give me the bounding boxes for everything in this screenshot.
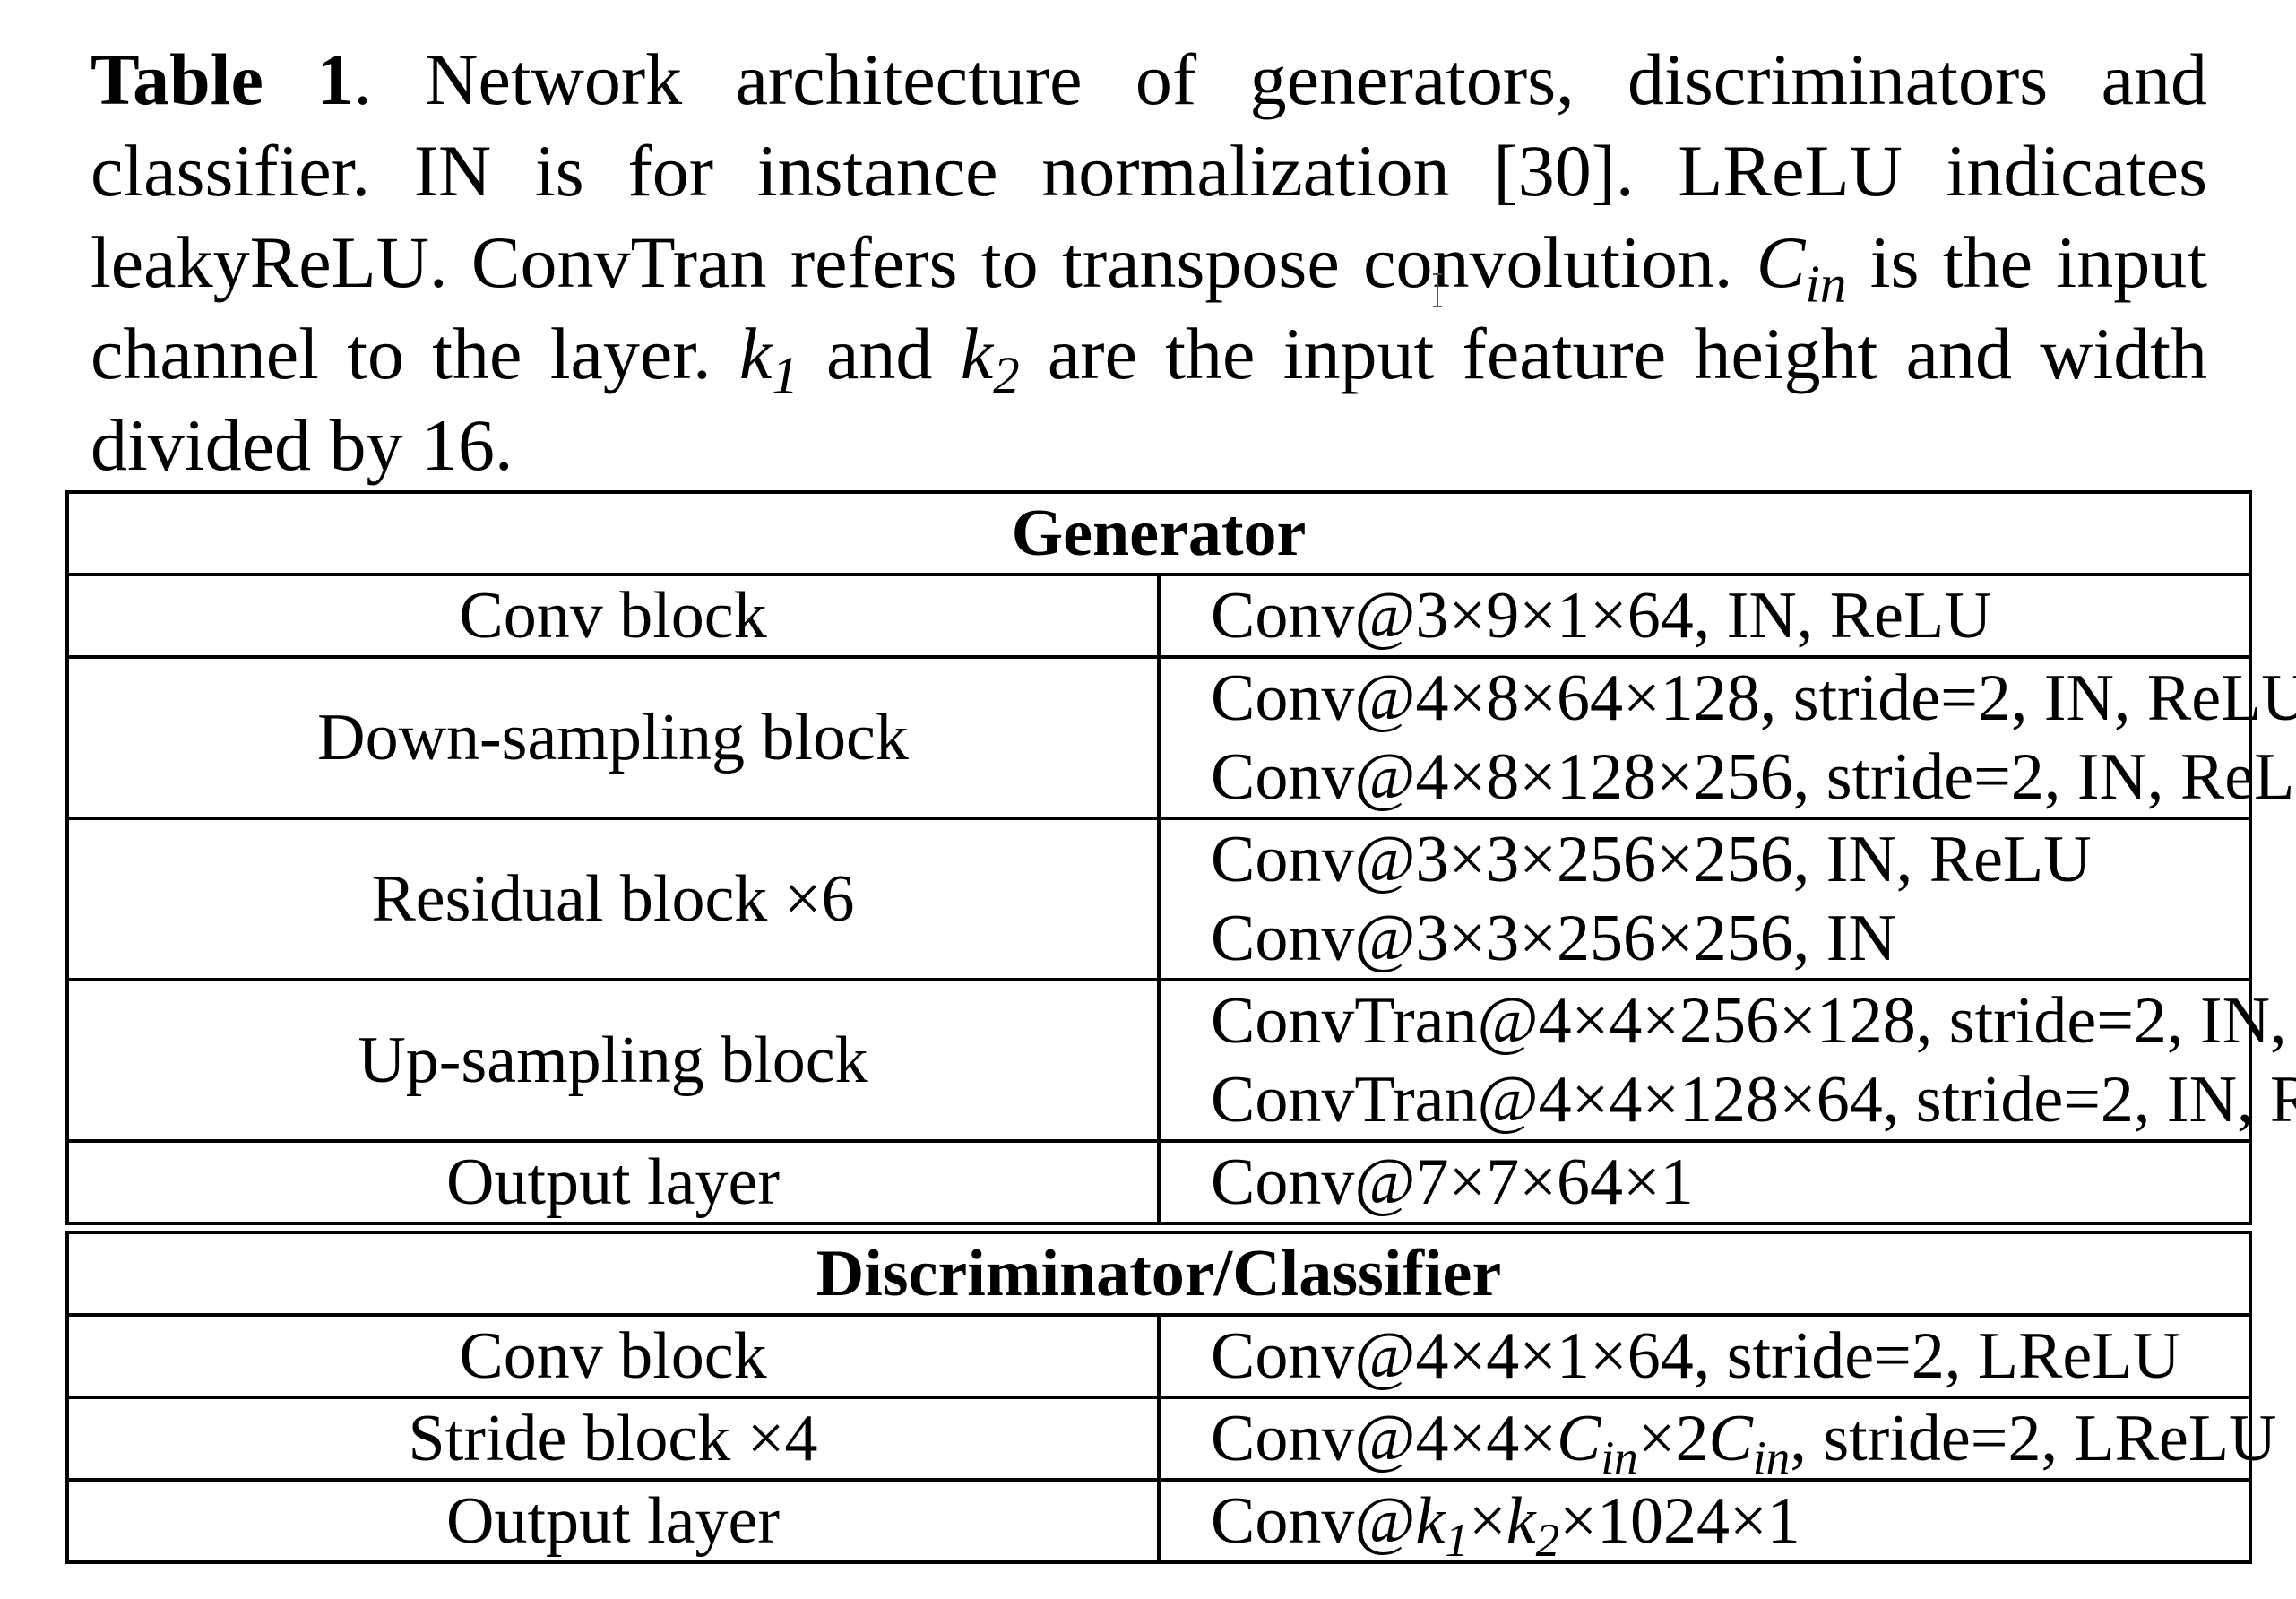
caption-text-part3: are the input feature height and width d… bbox=[91, 313, 2208, 486]
k1-subscript: 1 bbox=[772, 345, 798, 405]
cin-base: C bbox=[1756, 221, 1806, 303]
table-row: Conv block Conv@3×9×1×64, IN, ReLU bbox=[65, 573, 2252, 659]
spec-line: Conv@3×3×256×256, IN bbox=[1211, 902, 1896, 975]
table-row: Output layer Conv@7×7×64×1 bbox=[65, 1139, 2252, 1225]
spec-line: Conv@4×8×128×256, stride=2, IN, ReLU bbox=[1211, 740, 2296, 814]
table-caption: Table 1. Network architecture of generat… bbox=[91, 34, 2207, 491]
spec-line: ConvTran@4×4×128×64, stride=2, IN, ReLU bbox=[1211, 1063, 2296, 1137]
discriminator-title: Discriminator/Classifier bbox=[65, 1231, 2252, 1317]
math-cin: Cin bbox=[1556, 1402, 1638, 1482]
block-name: Down-sampling block bbox=[65, 655, 1161, 820]
block-name: Stride block ×4 bbox=[65, 1396, 1161, 1482]
k2-base: k bbox=[1506, 1484, 1536, 1558]
cin-subscript: in bbox=[1601, 1430, 1638, 1484]
caption-label-period: . bbox=[353, 39, 372, 120]
discriminator-header-row: Discriminator/Classifier bbox=[65, 1231, 2252, 1317]
k1-subscript: 1 bbox=[1445, 1513, 1470, 1567]
table-row: Down-sampling block Conv@4×8×64×128, str… bbox=[65, 655, 2296, 820]
spec-prefix: Conv@4×4× bbox=[1211, 1402, 1557, 1475]
block-name: Conv block bbox=[65, 573, 1161, 659]
math-k1: k1 bbox=[1415, 1484, 1470, 1564]
math-k2: k2 bbox=[1506, 1484, 1560, 1564]
cin-base: C bbox=[1708, 1402, 1753, 1475]
spec-line: Conv@4×4×Cin×2Cin, stride=2, LReLU bbox=[1211, 1399, 2277, 1482]
spec-suffix: ×1024×1 bbox=[1559, 1484, 1800, 1558]
k2-subscript: 2 bbox=[993, 345, 1020, 405]
spec-line: Conv@4×4×1×64, stride=2, LReLU bbox=[1211, 1319, 2180, 1393]
k1-base: k bbox=[738, 313, 773, 394]
layer-spec: Conv@3×9×1×64, IN, ReLU bbox=[1157, 573, 2252, 659]
k1-base: k bbox=[1415, 1484, 1446, 1558]
caption-and: and bbox=[826, 313, 933, 394]
table-row: Output layer Conv@k1×k2×1024×1 bbox=[65, 1478, 2252, 1564]
spec-line: Conv@3×3×256×256, IN, ReLU bbox=[1211, 823, 2092, 896]
layer-spec: Conv@7×7×64×1 bbox=[1157, 1139, 2252, 1225]
cin-subscript: in bbox=[1805, 254, 1847, 314]
times-sign: × bbox=[1469, 1484, 1506, 1558]
layer-spec: Conv@4×8×64×128, stride=2, IN, ReLU Conv… bbox=[1157, 655, 2296, 820]
layer-spec: Conv@3×3×256×256, IN, ReLU Conv@3×3×256×… bbox=[1157, 817, 2252, 981]
spec-line: Conv@4×8×64×128, stride=2, IN, ReLU bbox=[1211, 661, 2296, 735]
block-name: Conv block bbox=[65, 1313, 1161, 1399]
caption-math-cin: Cin bbox=[1756, 221, 1847, 310]
layer-spec: Conv@4×4×1×64, stride=2, LReLU bbox=[1157, 1313, 2252, 1399]
spec-line: ConvTran@4×4×256×128, stride=2, IN, ReLU bbox=[1211, 984, 2296, 1058]
block-name: Residual block ×6 bbox=[65, 817, 1161, 981]
layer-spec: ConvTran@4×4×256×128, stride=2, IN, ReLU… bbox=[1157, 978, 2296, 1143]
spec-line: Conv@3×9×1×64, IN, ReLU bbox=[1211, 579, 1992, 653]
layer-spec: Conv@k1×k2×1024×1 bbox=[1157, 1478, 2252, 1564]
k2-base: k bbox=[960, 313, 994, 394]
generator-table: Generator Conv block Conv@3×9×1×64, IN, … bbox=[65, 490, 2296, 1225]
caption-text-part2: is the input channel to the layer. bbox=[91, 221, 2207, 394]
table-row: Up-sampling block ConvTran@4×4×256×128, … bbox=[65, 978, 2296, 1143]
text-cursor-icon bbox=[1433, 273, 1442, 307]
cin-base: C bbox=[1556, 1402, 1601, 1475]
layer-spec: Conv@4×4×Cin×2Cin, stride=2, LReLU bbox=[1157, 1396, 2277, 1482]
caption-math-k2: k2 bbox=[960, 313, 1020, 402]
discriminator-table: Discriminator/Classifier Conv block Conv… bbox=[65, 1231, 2277, 1564]
spec-prefix: Conv@ bbox=[1211, 1484, 1416, 1558]
table-row: Residual block ×6 Conv@3×3×256×256, IN, … bbox=[65, 817, 2252, 981]
times-two: ×2 bbox=[1637, 1402, 1709, 1475]
generator-title: Generator bbox=[65, 490, 2252, 576]
block-name: Output layer bbox=[65, 1478, 1161, 1564]
table-row: Stride block ×4 Conv@4×4×Cin×2Cin, strid… bbox=[65, 1396, 2277, 1482]
table-number: Table 1 bbox=[91, 39, 354, 120]
cin-subscript: in bbox=[1752, 1430, 1791, 1484]
caption-math-k1: k1 bbox=[738, 313, 798, 402]
math-cin: Cin bbox=[1708, 1402, 1791, 1482]
k2-subscript: 2 bbox=[1535, 1513, 1560, 1567]
block-name: Up-sampling block bbox=[65, 978, 1161, 1143]
spec-line: Conv@7×7×64×1 bbox=[1211, 1145, 1694, 1219]
spec-suffix: , stride=2, LReLU bbox=[1790, 1402, 2277, 1475]
caption-text-part1: Network architecture of generators, disc… bbox=[91, 39, 2207, 303]
generator-header-row: Generator bbox=[65, 490, 2252, 576]
table-row: Conv block Conv@4×4×1×64, stride=2, LReL… bbox=[65, 1313, 2252, 1399]
block-name: Output layer bbox=[65, 1139, 1161, 1225]
spec-line: Conv@k1×k2×1024×1 bbox=[1211, 1482, 2249, 1564]
